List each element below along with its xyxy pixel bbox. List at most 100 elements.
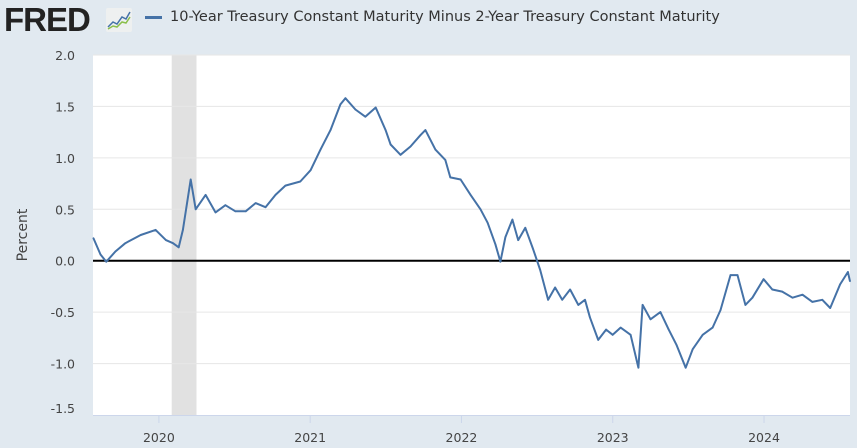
data-point: [701, 333, 704, 336]
data-point: [762, 278, 765, 281]
data-point: [154, 229, 157, 231]
data-point: [744, 304, 747, 306]
data-point: [182, 229, 184, 231]
data-point: [659, 311, 662, 313]
data-point: [499, 260, 502, 263]
data-point: [691, 348, 694, 350]
data-point: [389, 143, 392, 146]
data-point: [384, 129, 387, 131]
data-point: [354, 108, 357, 111]
y-tick-label: -1.0: [51, 357, 75, 372]
data-point: [214, 211, 217, 214]
data-point: [344, 97, 347, 99]
data-point: [194, 208, 197, 211]
data-point: [561, 299, 563, 301]
data-point: [479, 208, 482, 211]
data-point: [189, 178, 192, 181]
x-tick-label: 2023: [597, 430, 629, 445]
data-point: [532, 248, 534, 251]
legend-swatch: [145, 15, 162, 19]
data-point: [675, 344, 678, 346]
data-point: [459, 178, 462, 181]
series-line: [92, 97, 851, 369]
data-point: [569, 288, 571, 291]
data-point: [374, 106, 377, 109]
data-point: [172, 242, 174, 245]
data-point: [105, 260, 108, 263]
data-point: [284, 184, 287, 187]
data-point: [539, 269, 542, 271]
data-point: [469, 194, 472, 196]
y-tick-label: 1.5: [55, 99, 75, 114]
data-point: [605, 328, 607, 331]
data-point: [751, 296, 754, 299]
data-point: [204, 194, 207, 196]
data-point: [114, 250, 117, 253]
data-point: [409, 145, 412, 148]
data-point: [524, 227, 527, 229]
data-point: [177, 246, 180, 249]
y-tick-label: -0.5: [51, 305, 75, 320]
data-point: [649, 318, 652, 321]
data-point: [619, 326, 622, 329]
data-point: [449, 176, 452, 179]
data-point: [434, 148, 437, 151]
x-tick-label: 2022: [446, 430, 478, 445]
data-point: [124, 242, 127, 245]
y-tick-label: 0.0: [55, 254, 75, 269]
data-point: [684, 366, 687, 369]
data-point: [791, 296, 794, 299]
data-point: [309, 169, 312, 171]
data-point: [424, 129, 427, 131]
data-point: [839, 283, 841, 286]
data-point: [274, 194, 277, 196]
y-axis-label: Percent: [15, 208, 31, 261]
recession-shading: [171, 55, 197, 415]
data-point: [486, 221, 489, 224]
legend-series-label: 10-Year Treasury Constant Maturity Minus…: [170, 9, 720, 25]
data-point: [547, 299, 549, 301]
data-point: [641, 304, 644, 306]
data-point: [781, 290, 784, 293]
data-point: [771, 288, 774, 291]
data-point: [736, 274, 739, 276]
data-point: [99, 253, 102, 256]
data-point: [829, 307, 831, 309]
data-point: [577, 304, 580, 306]
chart-line-icon: [106, 8, 132, 32]
data-point: [517, 239, 520, 241]
data-point: [139, 234, 142, 236]
y-tick-label: 0.5: [55, 202, 75, 217]
data-point: [264, 206, 267, 209]
data-point: [224, 204, 227, 206]
y-tick-label: -1.5: [51, 401, 75, 416]
data-point: [847, 271, 849, 273]
data-point: [597, 339, 600, 341]
data-point: [637, 366, 640, 369]
data-point: [364, 115, 367, 118]
data-point: [504, 236, 507, 238]
data-point: [801, 293, 804, 296]
data-point: [244, 210, 247, 213]
plot-area: [93, 55, 850, 415]
y-tick-label: 2.0: [55, 48, 75, 63]
fred-logo[interactable]: FRED: [4, 1, 91, 38]
data-point: [584, 299, 586, 301]
data-point: [399, 153, 402, 156]
data-point: [719, 309, 722, 311]
data-point: [329, 129, 332, 131]
data-point: [849, 280, 851, 283]
data-point: [165, 239, 167, 241]
x-tick-label: 2020: [143, 430, 175, 445]
data-point: [629, 333, 632, 336]
data-point: [444, 159, 447, 161]
data-point: [319, 148, 322, 151]
data-point: [711, 326, 714, 329]
x-tick-label: 2024: [748, 430, 780, 445]
data-point: [299, 180, 302, 183]
x-tick-label: 2021: [294, 430, 326, 445]
data-point: [494, 243, 497, 246]
data-point: [667, 328, 670, 331]
data-point: [254, 202, 257, 204]
